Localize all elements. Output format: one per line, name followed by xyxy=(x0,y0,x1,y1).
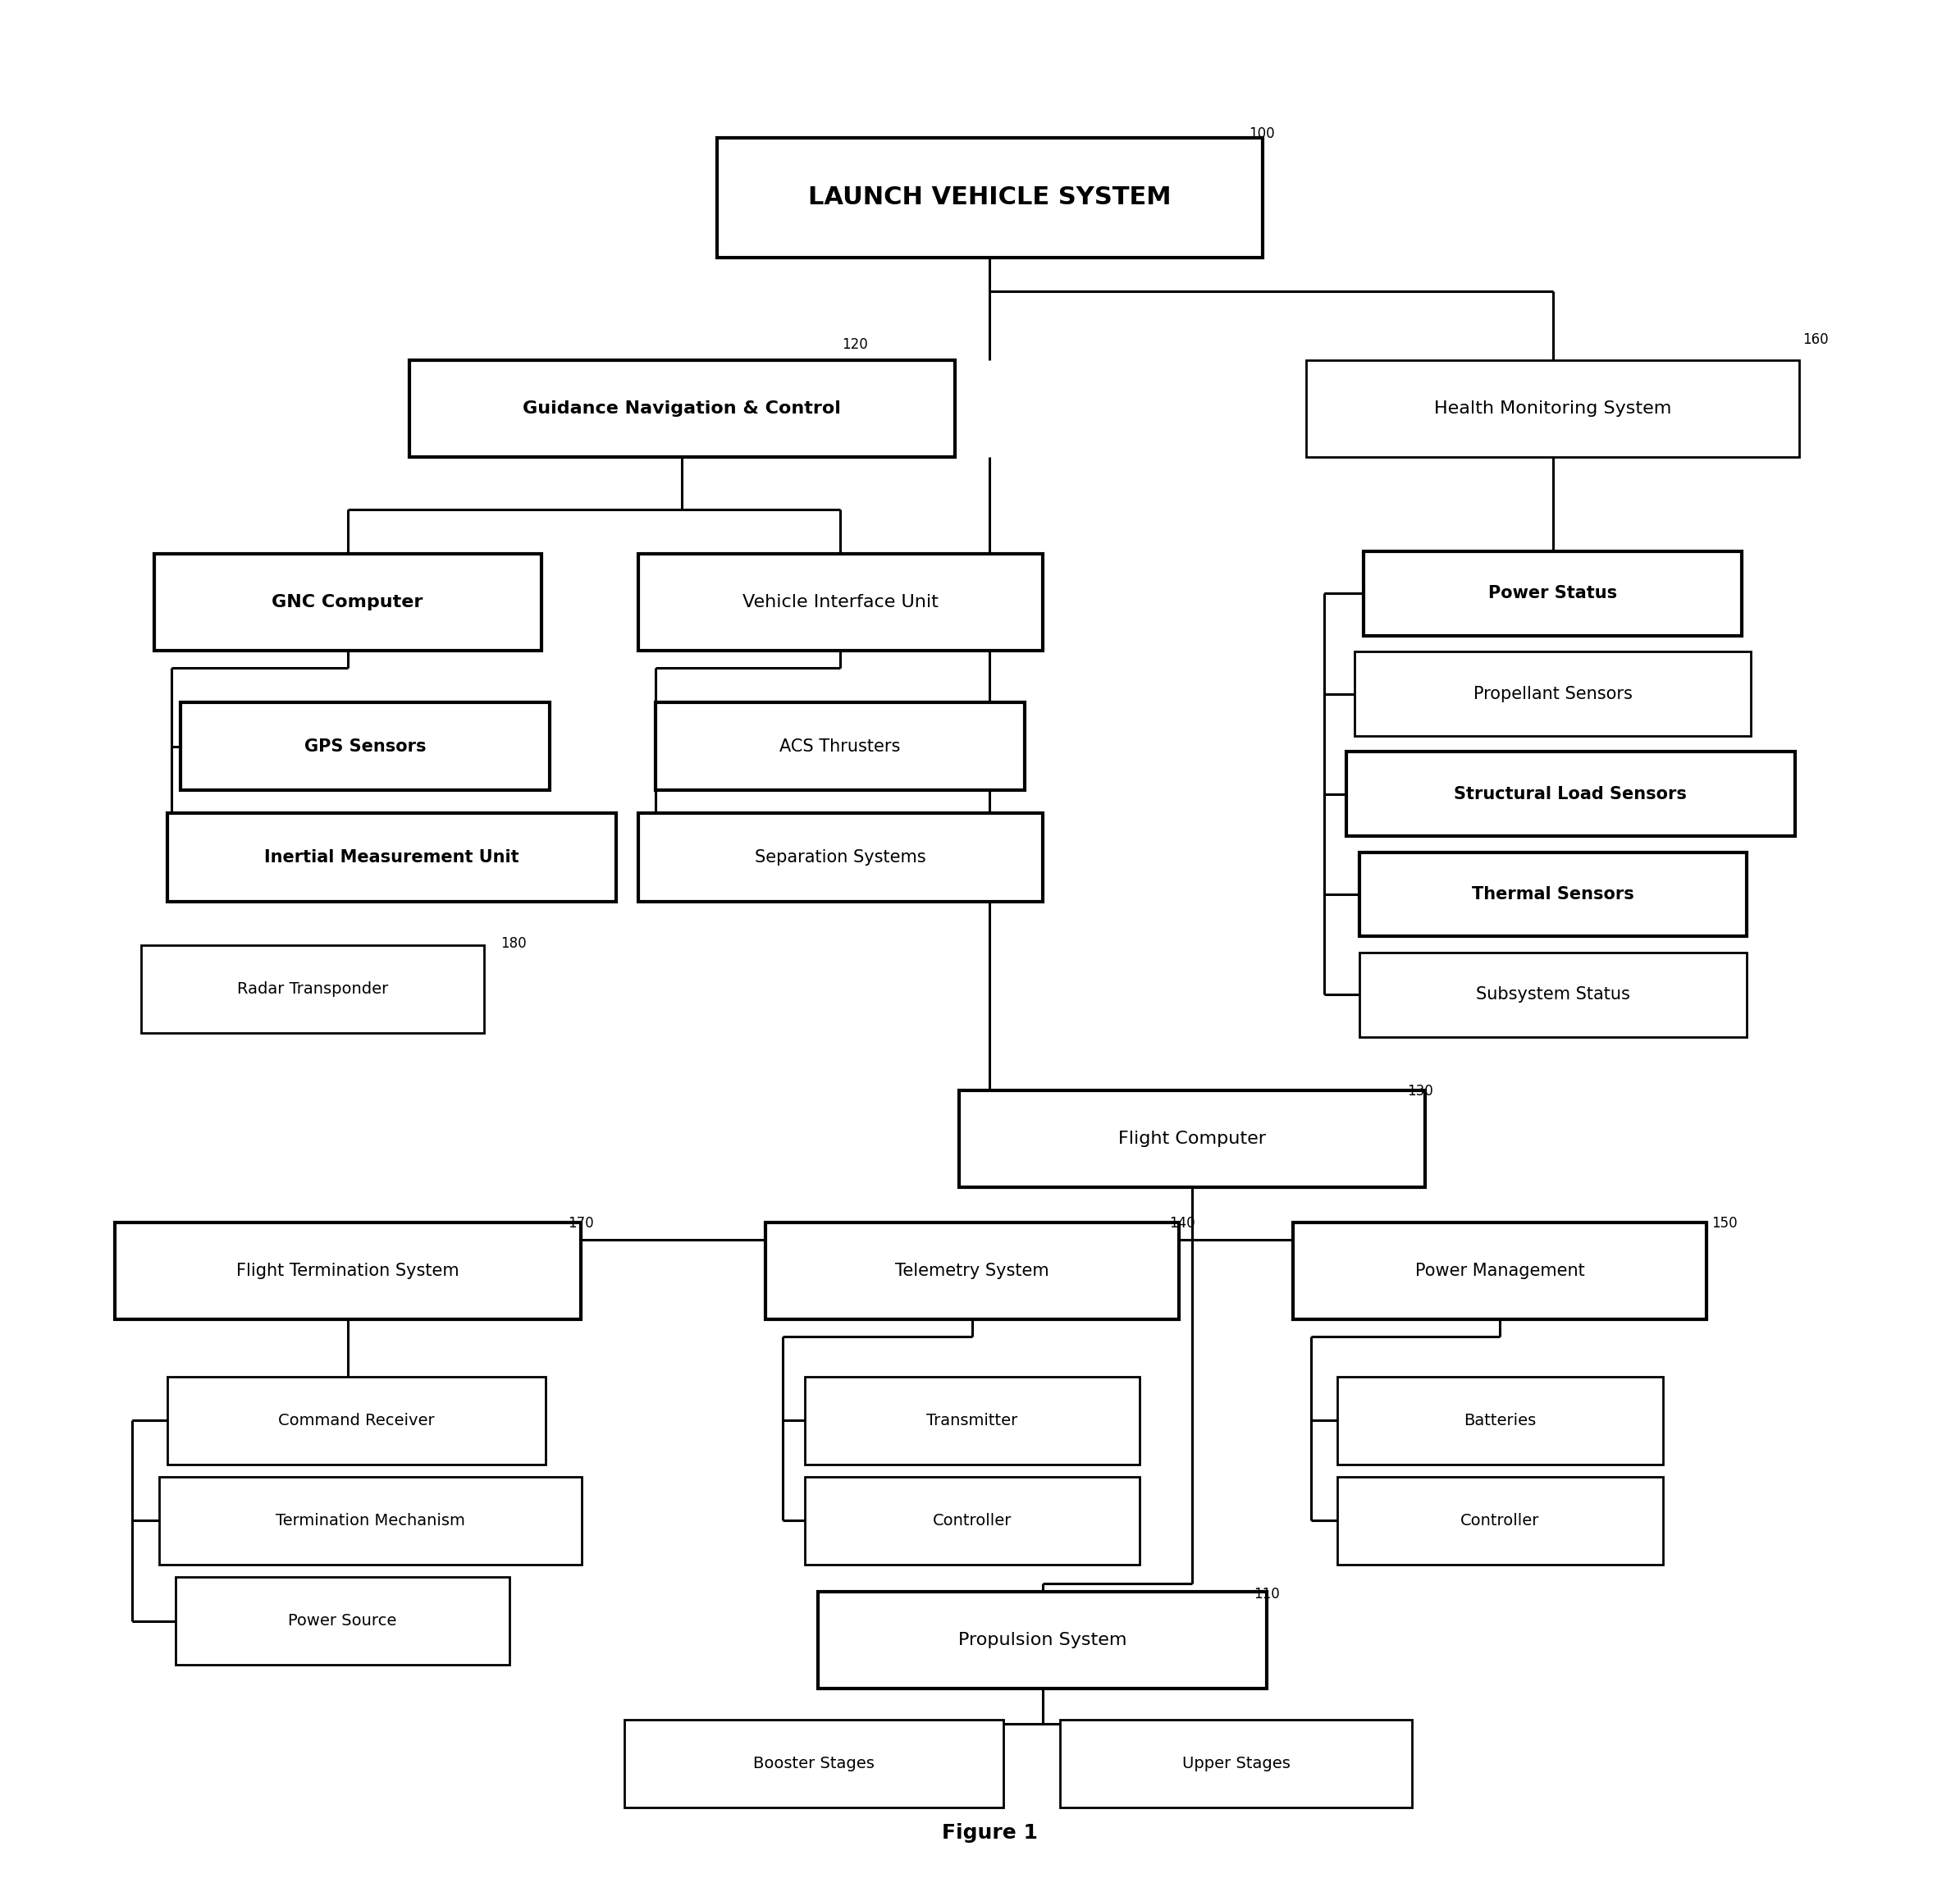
Text: GPS Sensors: GPS Sensors xyxy=(304,738,425,755)
FancyBboxPatch shape xyxy=(1337,1478,1662,1565)
Text: Propellant Sensors: Propellant Sensors xyxy=(1474,685,1633,702)
Text: Power Source: Power Source xyxy=(288,1614,396,1629)
Text: Separation Systems: Separation Systems xyxy=(755,850,925,865)
FancyBboxPatch shape xyxy=(637,814,1043,901)
FancyBboxPatch shape xyxy=(817,1591,1266,1690)
FancyBboxPatch shape xyxy=(1337,1377,1662,1464)
FancyBboxPatch shape xyxy=(1364,551,1742,636)
Text: 110: 110 xyxy=(1254,1587,1280,1603)
FancyBboxPatch shape xyxy=(958,1090,1425,1188)
Text: Subsystem Status: Subsystem Status xyxy=(1476,986,1631,1003)
FancyBboxPatch shape xyxy=(806,1478,1139,1565)
Text: ACS Thrusters: ACS Thrusters xyxy=(780,738,902,755)
Text: Propulsion System: Propulsion System xyxy=(958,1633,1127,1648)
FancyBboxPatch shape xyxy=(1060,1720,1411,1807)
Text: Power Management: Power Management xyxy=(1415,1262,1586,1279)
FancyBboxPatch shape xyxy=(410,359,955,458)
FancyBboxPatch shape xyxy=(1294,1222,1707,1319)
Text: 180: 180 xyxy=(500,937,527,950)
FancyBboxPatch shape xyxy=(167,1377,545,1464)
Text: 130: 130 xyxy=(1407,1084,1433,1099)
Text: 140: 140 xyxy=(1170,1217,1196,1230)
FancyBboxPatch shape xyxy=(1360,851,1746,937)
Text: Upper Stages: Upper Stages xyxy=(1182,1756,1290,1771)
FancyBboxPatch shape xyxy=(637,554,1043,651)
FancyBboxPatch shape xyxy=(1347,751,1795,836)
Text: Vehicle Interface Unit: Vehicle Interface Unit xyxy=(743,594,939,611)
Text: 150: 150 xyxy=(1711,1217,1737,1230)
Text: Guidance Navigation & Control: Guidance Navigation & Control xyxy=(523,401,841,416)
FancyBboxPatch shape xyxy=(167,814,615,901)
FancyBboxPatch shape xyxy=(180,702,551,791)
Text: GNC Computer: GNC Computer xyxy=(272,594,423,611)
Text: 160: 160 xyxy=(1803,333,1829,346)
Text: Thermal Sensors: Thermal Sensors xyxy=(1472,885,1635,902)
Text: 100: 100 xyxy=(1249,127,1274,142)
Text: Transmitter: Transmitter xyxy=(927,1413,1017,1428)
Text: Telemetry System: Telemetry System xyxy=(896,1262,1049,1279)
Text: Booster Stages: Booster Stages xyxy=(753,1756,874,1771)
Text: 120: 120 xyxy=(843,337,868,352)
FancyBboxPatch shape xyxy=(766,1222,1180,1319)
Text: LAUNCH VEHICLE SYSTEM: LAUNCH VEHICLE SYSTEM xyxy=(808,185,1172,210)
Text: Flight Computer: Flight Computer xyxy=(1119,1131,1266,1147)
FancyBboxPatch shape xyxy=(717,138,1262,257)
FancyBboxPatch shape xyxy=(806,1377,1139,1464)
Text: Termination Mechanism: Termination Mechanism xyxy=(276,1514,465,1529)
FancyBboxPatch shape xyxy=(114,1222,580,1319)
FancyBboxPatch shape xyxy=(625,1720,1004,1807)
FancyBboxPatch shape xyxy=(159,1478,582,1565)
Text: Batteries: Batteries xyxy=(1464,1413,1537,1428)
FancyBboxPatch shape xyxy=(174,1578,510,1665)
FancyBboxPatch shape xyxy=(1354,651,1750,736)
Text: Health Monitoring System: Health Monitoring System xyxy=(1435,401,1672,416)
Text: 170: 170 xyxy=(568,1217,594,1230)
Text: Inertial Measurement Unit: Inertial Measurement Unit xyxy=(265,850,519,865)
Text: Radar Transponder: Radar Transponder xyxy=(237,982,388,997)
FancyBboxPatch shape xyxy=(1307,359,1799,458)
Text: Flight Termination System: Flight Termination System xyxy=(235,1262,459,1279)
FancyBboxPatch shape xyxy=(141,946,484,1033)
Text: Power Status: Power Status xyxy=(1488,585,1617,602)
FancyBboxPatch shape xyxy=(1360,952,1746,1037)
Text: Command Receiver: Command Receiver xyxy=(278,1413,435,1428)
Text: Controller: Controller xyxy=(933,1514,1011,1529)
FancyBboxPatch shape xyxy=(155,554,541,651)
Text: Controller: Controller xyxy=(1460,1514,1541,1529)
Text: Structural Load Sensors: Structural Load Sensors xyxy=(1454,785,1688,802)
FancyBboxPatch shape xyxy=(655,702,1025,791)
Text: Figure 1: Figure 1 xyxy=(943,1824,1037,1843)
